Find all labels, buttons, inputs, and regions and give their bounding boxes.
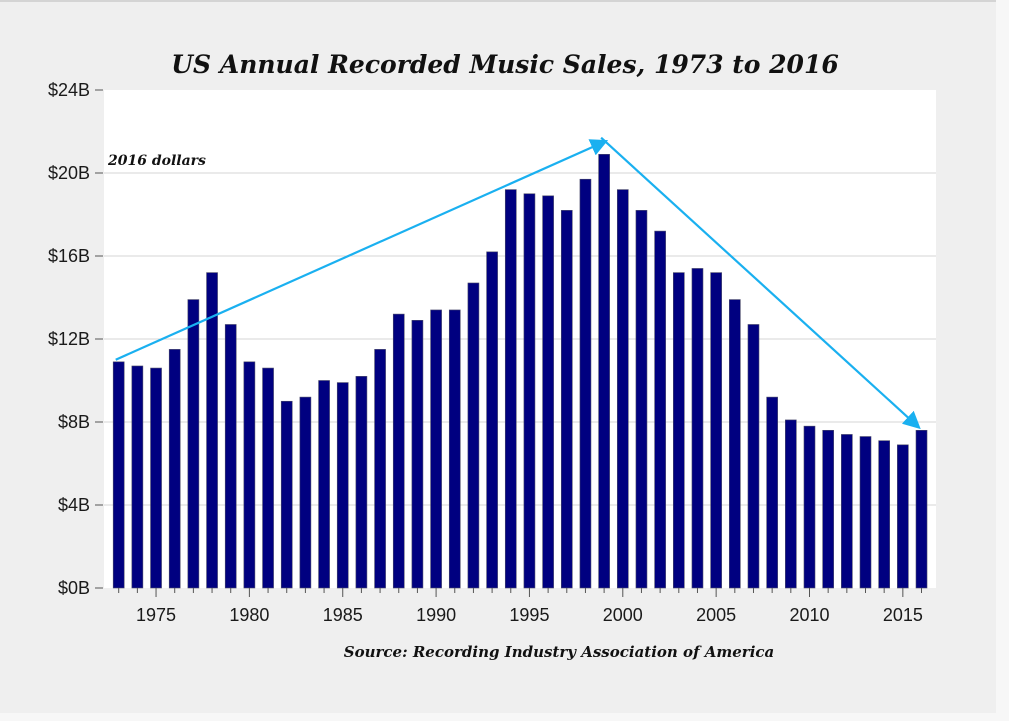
bar <box>150 367 162 589</box>
bar <box>616 189 629 589</box>
bar <box>168 349 181 589</box>
x-tick-label: 2000 <box>603 605 643 625</box>
bar <box>299 396 312 589</box>
bar <box>579 178 592 589</box>
x-tick-label: 1975 <box>136 605 176 625</box>
bar <box>710 272 722 589</box>
bar <box>355 376 368 589</box>
chart-title: US Annual Recorded Music Sales, 1973 to … <box>171 50 838 79</box>
bar <box>878 440 890 589</box>
y-tick-label: $16B <box>48 246 90 266</box>
x-tick-label: 1985 <box>323 605 363 625</box>
bar <box>318 380 330 589</box>
bar <box>729 299 741 589</box>
bar <box>785 419 797 589</box>
bar <box>691 268 704 589</box>
bar <box>224 324 237 589</box>
trend-arrows <box>115 136 921 430</box>
bar <box>467 282 480 589</box>
bar <box>542 195 554 589</box>
source-note: Source: Recording Industry Association o… <box>344 643 775 661</box>
bar <box>803 425 816 589</box>
bar <box>747 324 760 589</box>
x-tick-label: 1980 <box>229 605 269 625</box>
y-tick-label: $12B <box>48 329 90 349</box>
bar <box>897 444 909 589</box>
bar <box>131 365 144 589</box>
x-tick-label: 1990 <box>416 605 456 625</box>
bar <box>560 210 573 589</box>
bar <box>262 367 274 589</box>
trend-arrow <box>115 139 609 361</box>
bar <box>822 429 834 589</box>
bar <box>672 272 685 589</box>
bar <box>187 299 200 589</box>
bar <box>486 251 498 589</box>
bar <box>336 382 349 589</box>
bar <box>411 320 424 589</box>
bar <box>430 309 442 589</box>
bar <box>598 154 610 589</box>
y-tick-label: $4B <box>58 495 90 515</box>
bar <box>280 400 293 589</box>
y-tick-label: $8B <box>58 412 90 432</box>
x-axis: 1975 1980 1985 1990 1995 2000 2005 2010 2015 <box>118 588 923 625</box>
bar <box>766 396 778 589</box>
x-tick-label: 2015 <box>883 605 923 625</box>
gridlines <box>104 172 936 506</box>
bar <box>243 361 256 589</box>
y-tick-label: $20B <box>48 163 90 183</box>
bar <box>635 210 648 589</box>
y-axis: $0B $4B $8B $12B $16B $20B $24B <box>48 80 103 598</box>
bar <box>915 429 928 589</box>
trend-arrow <box>600 136 921 430</box>
bar <box>841 434 853 589</box>
bar <box>112 361 125 589</box>
y-tick-label: $0B <box>58 578 90 598</box>
units-annotation: 2016 dollars <box>107 153 206 169</box>
x-tick-label: 2005 <box>696 605 736 625</box>
x-tick-label: 1995 <box>509 605 549 625</box>
x-tick-label: 2010 <box>789 605 829 625</box>
bar <box>374 349 386 589</box>
bar <box>523 193 536 589</box>
bar <box>448 309 461 589</box>
bar <box>392 313 405 589</box>
bar <box>504 189 517 589</box>
y-tick-label: $24B <box>48 80 90 100</box>
bar <box>206 272 218 589</box>
bar <box>654 230 666 589</box>
bar <box>859 436 872 589</box>
